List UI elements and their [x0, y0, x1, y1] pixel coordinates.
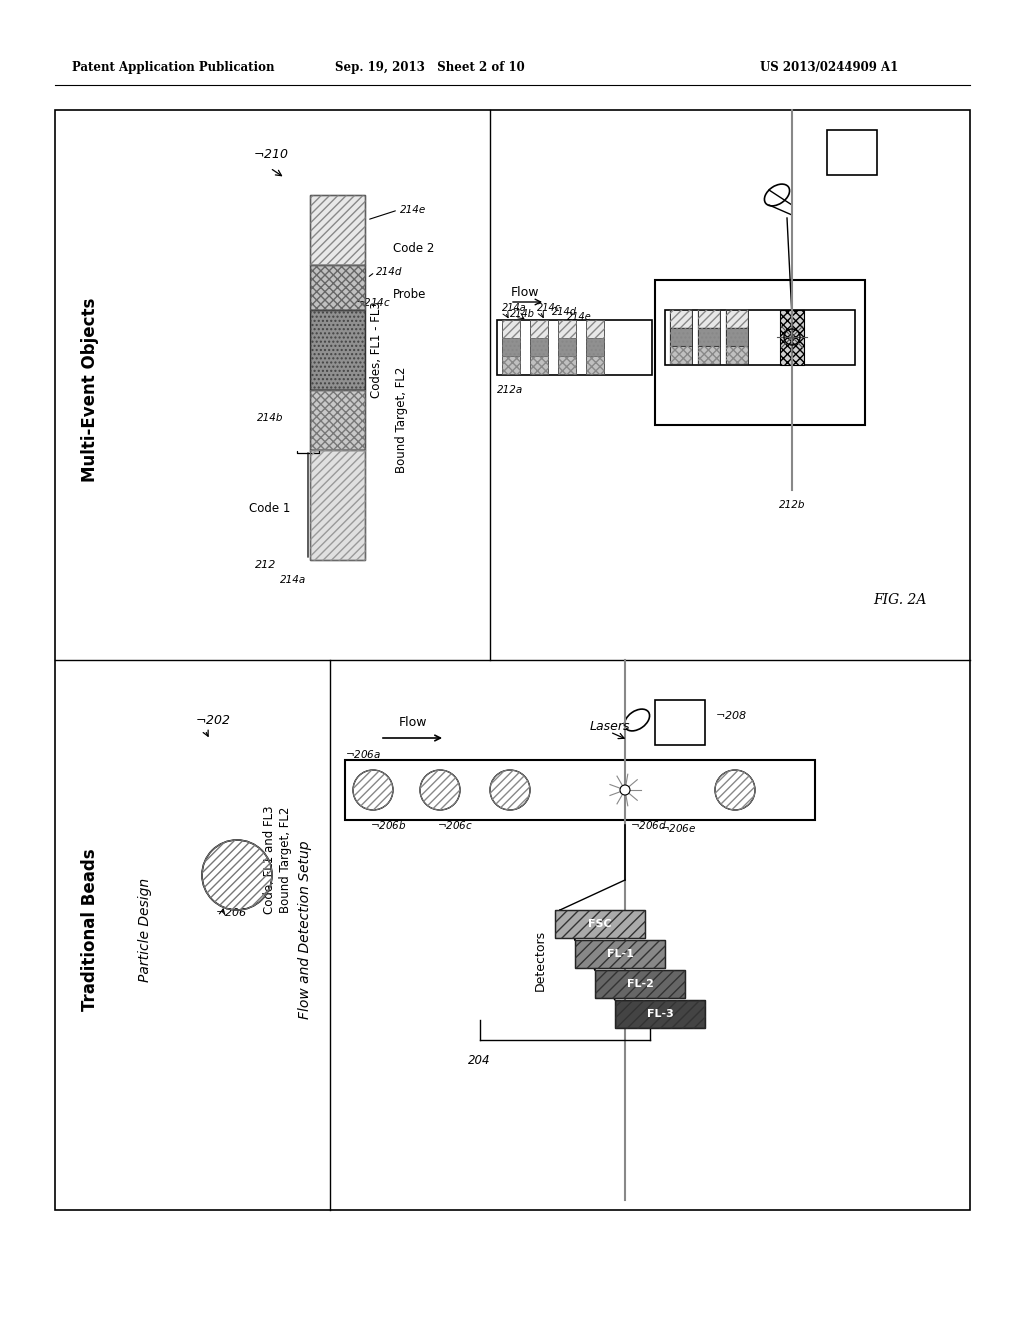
Text: 214b: 214b — [510, 309, 535, 319]
FancyBboxPatch shape — [558, 338, 575, 356]
Text: 214d: 214d — [376, 267, 402, 277]
Text: $\mathsf{\neg}$208: $\mathsf{\neg}$208 — [715, 709, 748, 721]
Text: Flow: Flow — [511, 285, 540, 298]
FancyBboxPatch shape — [310, 195, 365, 265]
Text: Sep. 19, 2013   Sheet 2 of 10: Sep. 19, 2013 Sheet 2 of 10 — [335, 62, 525, 74]
Text: Code 1: Code 1 — [249, 502, 290, 515]
Text: Code, FL1 and FL3: Code, FL1 and FL3 — [263, 805, 276, 915]
Text: 214a: 214a — [280, 576, 306, 585]
Text: FL-1: FL-1 — [606, 949, 634, 960]
Text: 214c: 214c — [537, 304, 561, 313]
FancyBboxPatch shape — [780, 310, 804, 366]
FancyBboxPatch shape — [530, 338, 548, 356]
FancyBboxPatch shape — [310, 450, 365, 560]
Text: Patent Application Publication: Patent Application Publication — [72, 62, 274, 74]
Circle shape — [715, 770, 755, 810]
Text: Detectors: Detectors — [534, 929, 547, 990]
Text: Code 2: Code 2 — [393, 242, 434, 255]
Text: $\mathsf{\neg}$202: $\mathsf{\neg}$202 — [195, 714, 230, 726]
Text: 212: 212 — [255, 560, 276, 570]
FancyBboxPatch shape — [502, 356, 520, 374]
Text: 204: 204 — [468, 1053, 490, 1067]
Text: US 2013/0244909 A1: US 2013/0244909 A1 — [760, 62, 898, 74]
Circle shape — [620, 785, 630, 795]
Text: $\mathsf{\neg}$214c: $\mathsf{\neg}$214c — [355, 296, 391, 308]
FancyBboxPatch shape — [310, 389, 365, 450]
Text: Bound Target, FL2: Bound Target, FL2 — [395, 367, 408, 473]
Circle shape — [202, 840, 272, 909]
Text: 214b: 214b — [256, 413, 283, 422]
FancyBboxPatch shape — [726, 327, 748, 346]
FancyBboxPatch shape — [502, 338, 520, 356]
FancyBboxPatch shape — [558, 319, 575, 338]
FancyBboxPatch shape — [530, 319, 548, 338]
FancyBboxPatch shape — [530, 356, 548, 374]
Text: Probe: Probe — [393, 289, 426, 301]
Text: FSC: FSC — [588, 919, 611, 929]
Text: $\mathsf{\neg}$206a: $\mathsf{\neg}$206a — [345, 748, 381, 760]
Text: $\mathsf{\neg}$210: $\mathsf{\neg}$210 — [253, 149, 289, 161]
Text: $\mathsf{\neg}$206c: $\mathsf{\neg}$206c — [437, 818, 473, 832]
FancyBboxPatch shape — [726, 310, 748, 327]
Text: Bound Target, FL2: Bound Target, FL2 — [279, 807, 292, 913]
Circle shape — [420, 770, 460, 810]
FancyBboxPatch shape — [586, 319, 604, 338]
Text: 212a: 212a — [497, 385, 523, 395]
FancyBboxPatch shape — [310, 265, 365, 310]
Circle shape — [490, 770, 530, 810]
Text: Flow and Detection Setup: Flow and Detection Setup — [298, 841, 312, 1019]
FancyBboxPatch shape — [670, 346, 692, 364]
FancyBboxPatch shape — [698, 327, 720, 346]
Text: FL-3: FL-3 — [646, 1008, 674, 1019]
FancyBboxPatch shape — [670, 310, 692, 327]
Text: $\mathsf{\neg}$206d: $\mathsf{\neg}$206d — [630, 818, 667, 832]
FancyBboxPatch shape — [615, 1001, 705, 1028]
FancyBboxPatch shape — [586, 356, 604, 374]
Text: 214e: 214e — [400, 205, 426, 215]
Text: Multi-Event Objects: Multi-Event Objects — [81, 298, 99, 482]
Text: 214d: 214d — [552, 308, 577, 317]
FancyBboxPatch shape — [726, 346, 748, 364]
FancyBboxPatch shape — [698, 346, 720, 364]
Text: Lasers: Lasers — [590, 719, 631, 733]
FancyBboxPatch shape — [595, 970, 685, 998]
Text: Particle Design: Particle Design — [138, 878, 152, 982]
FancyBboxPatch shape — [502, 319, 520, 338]
FancyBboxPatch shape — [575, 940, 665, 968]
Text: FL-2: FL-2 — [627, 979, 653, 989]
FancyBboxPatch shape — [310, 310, 365, 389]
FancyBboxPatch shape — [698, 310, 720, 327]
Text: 214e: 214e — [567, 312, 592, 322]
FancyBboxPatch shape — [558, 356, 575, 374]
FancyBboxPatch shape — [555, 909, 645, 939]
FancyBboxPatch shape — [586, 338, 604, 356]
Circle shape — [353, 770, 393, 810]
Text: Flow: Flow — [398, 715, 427, 729]
Text: 212b: 212b — [778, 500, 805, 510]
Text: $\mathsf{\neg}$206b: $\mathsf{\neg}$206b — [370, 818, 407, 832]
Text: $\mathsf{\neg}$206: $\mathsf{\neg}$206 — [215, 906, 247, 917]
Text: Codes, FL1 - FL3: Codes, FL1 - FL3 — [370, 302, 383, 399]
Text: FIG. 2A: FIG. 2A — [873, 593, 927, 607]
Text: 214a: 214a — [502, 304, 526, 313]
FancyBboxPatch shape — [670, 327, 692, 346]
Text: $\mathsf{\neg}$206e: $\mathsf{\neg}$206e — [660, 822, 696, 834]
Text: Traditional Beads: Traditional Beads — [81, 849, 99, 1011]
